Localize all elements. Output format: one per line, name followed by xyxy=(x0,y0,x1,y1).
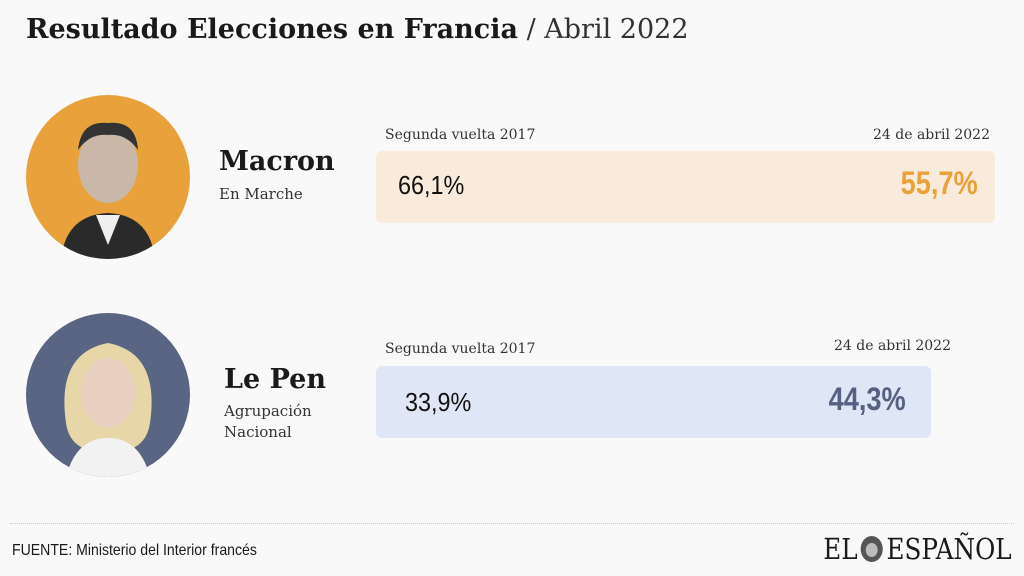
el-espanol-logo: EL ESPAÑOL xyxy=(823,532,1012,566)
label-2017: Segunda vuelta 2017 xyxy=(385,127,536,143)
candidate-party: En Marche xyxy=(219,185,303,203)
source-note: FUENTE: Ministerio del Interior francés xyxy=(12,542,257,559)
macron-value-2022: 55,7% xyxy=(900,165,978,201)
lepen-value-2022: 44,3% xyxy=(828,381,906,417)
macron-value-2017: 66,1% xyxy=(398,170,465,200)
macron-bar xyxy=(376,151,995,223)
lepen-bar xyxy=(376,366,931,438)
candidate-name: Le Pen xyxy=(224,364,326,395)
label-2017: Segunda vuelta 2017 xyxy=(385,341,536,357)
candidate-party: Agrupación Nacional xyxy=(224,402,312,441)
label-2022: 24 de abril 2022 xyxy=(834,338,951,354)
lepen-portrait xyxy=(26,313,190,477)
page-title: Resultado Elecciones en Francia / Abril … xyxy=(26,14,689,45)
divider xyxy=(10,523,1014,524)
label-2022: 24 de abril 2022 xyxy=(873,127,990,143)
candidate-name: Macron xyxy=(219,146,335,177)
lepen-value-2017: 33,9% xyxy=(405,387,472,417)
lion-icon xyxy=(861,536,884,562)
macron-portrait xyxy=(26,95,190,259)
